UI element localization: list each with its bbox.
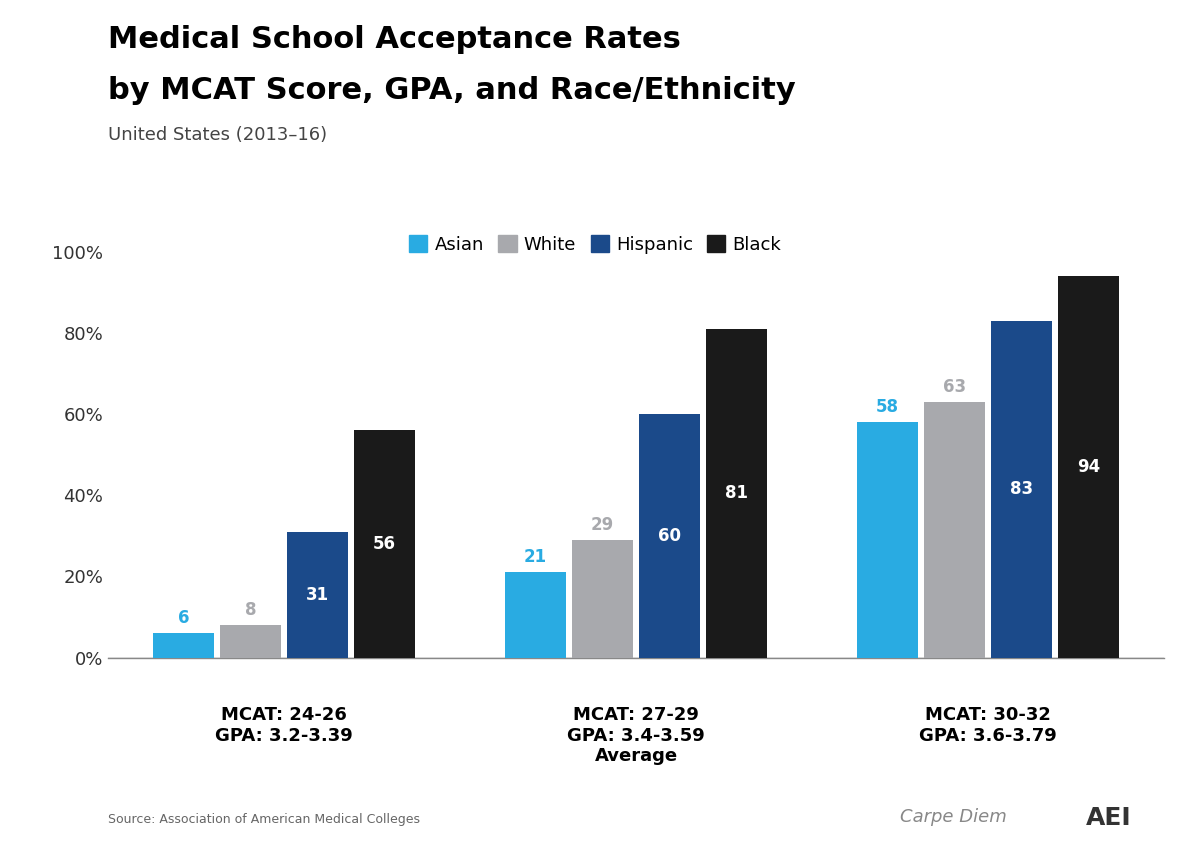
Text: 8: 8 bbox=[245, 601, 257, 619]
Text: 21: 21 bbox=[524, 548, 547, 566]
Bar bbox=[571, 540, 634, 658]
Bar bbox=[1057, 276, 1120, 658]
Text: 56: 56 bbox=[373, 535, 396, 553]
Text: AEI: AEI bbox=[1086, 807, 1132, 830]
Text: MCAT: 24-26
GPA: 3.2-3.39: MCAT: 24-26 GPA: 3.2-3.39 bbox=[215, 706, 353, 745]
Bar bbox=[505, 572, 566, 658]
Legend: Asian, White, Hispanic, Black: Asian, White, Hispanic, Black bbox=[402, 228, 788, 261]
Text: 60: 60 bbox=[658, 527, 680, 545]
Text: by MCAT Score, GPA, and Race/Ethnicity: by MCAT Score, GPA, and Race/Ethnicity bbox=[108, 76, 796, 105]
Text: Medical School Acceptance Rates: Medical School Acceptance Rates bbox=[108, 25, 680, 54]
Text: 63: 63 bbox=[943, 378, 966, 395]
Bar bbox=[857, 422, 918, 658]
Text: 31: 31 bbox=[306, 586, 329, 604]
Bar bbox=[220, 625, 281, 658]
Bar bbox=[287, 532, 348, 658]
Text: MCAT: 30-32
GPA: 3.6-3.79: MCAT: 30-32 GPA: 3.6-3.79 bbox=[919, 706, 1057, 745]
Bar bbox=[924, 402, 985, 658]
Text: 29: 29 bbox=[590, 516, 614, 534]
Text: 83: 83 bbox=[1010, 481, 1033, 498]
Bar bbox=[991, 320, 1052, 658]
Text: 81: 81 bbox=[725, 484, 748, 502]
Bar bbox=[152, 633, 215, 658]
Text: Source: Association of American Medical Colleges: Source: Association of American Medical … bbox=[108, 813, 420, 826]
Text: 94: 94 bbox=[1076, 458, 1100, 475]
Bar bbox=[706, 329, 767, 658]
Text: United States (2013–16): United States (2013–16) bbox=[108, 126, 328, 144]
Text: 6: 6 bbox=[178, 609, 190, 627]
Bar bbox=[638, 414, 701, 658]
Bar bbox=[354, 430, 415, 658]
Text: MCAT: 27-29
GPA: 3.4-3.59: MCAT: 27-29 GPA: 3.4-3.59 bbox=[568, 706, 704, 745]
Text: Average: Average bbox=[594, 747, 678, 765]
Text: Carpe Diem: Carpe Diem bbox=[900, 808, 1007, 826]
Text: 58: 58 bbox=[876, 398, 899, 416]
